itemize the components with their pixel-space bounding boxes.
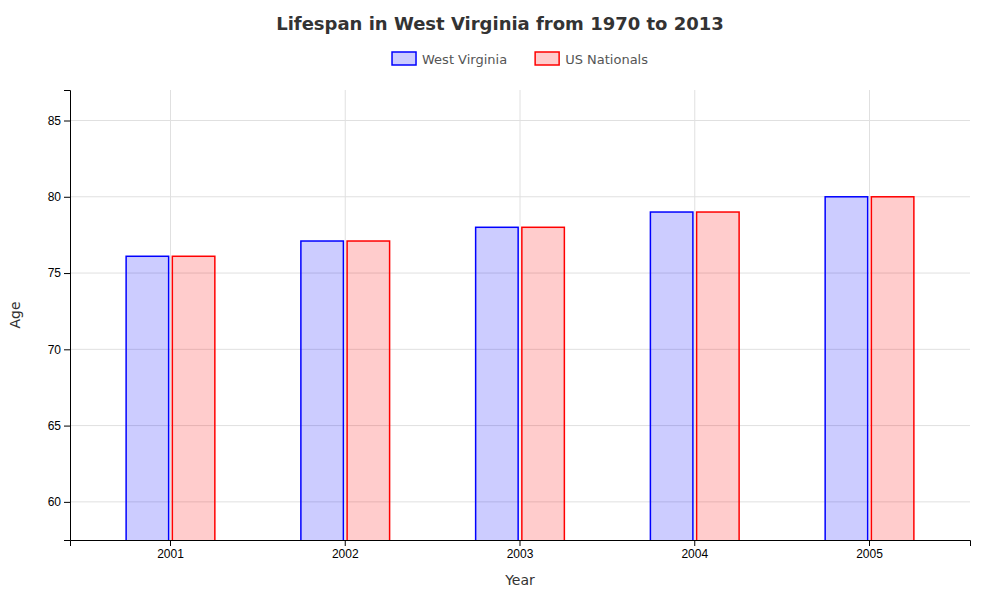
grid-line — [520, 90, 521, 540]
tick-mark — [694, 540, 695, 546]
bar — [825, 197, 868, 540]
title: Lifespan in West Virginia from 1970 to 2… — [276, 13, 724, 34]
bar — [172, 256, 215, 540]
grid-line — [694, 90, 695, 540]
legend-item: US Nationals — [535, 52, 648, 67]
y-axis: 60 65 70 75 80 85 — [48, 91, 71, 541]
bar — [126, 256, 169, 540]
tick: 70 — [48, 343, 70, 357]
series — [126, 197, 868, 540]
legend: West Virginia US Nationals — [392, 52, 648, 67]
tick: 75 — [48, 266, 70, 280]
tick-mark — [64, 273, 70, 274]
tick: 85 — [48, 114, 70, 128]
tick-mark — [64, 426, 70, 427]
tick-label: 65 — [48, 419, 62, 433]
tick: 65 — [48, 419, 70, 433]
x-axis: 2001 2002 2003 2004 2005 — [71, 540, 971, 561]
tick: 2003 — [507, 540, 534, 561]
grid-line — [869, 90, 870, 540]
tick-mark — [170, 540, 171, 546]
tick-label: 2002 — [332, 547, 359, 561]
tick: 2002 — [332, 540, 359, 561]
tick-label: 70 — [48, 343, 62, 357]
tick-label: 60 — [48, 495, 62, 509]
bar — [650, 212, 693, 540]
tick: 2004 — [681, 540, 708, 561]
legend-label: West Virginia — [422, 52, 507, 67]
bar — [871, 197, 914, 540]
tick-label: 75 — [48, 266, 62, 280]
bars — [126, 197, 914, 540]
tick-label: 2003 — [507, 547, 534, 561]
bar — [697, 212, 740, 540]
bar — [301, 241, 344, 540]
plot: 2001 2002 2003 2004 2005 60 65 70 75 80 85 — [48, 90, 971, 600]
series — [172, 197, 914, 540]
legend-swatch — [392, 52, 416, 65]
tick-mark — [869, 540, 870, 546]
tick: 2005 — [856, 540, 883, 561]
axis-line — [71, 541, 971, 547]
legend-item: West Virginia — [392, 52, 507, 67]
tick-label: 85 — [48, 114, 62, 128]
axis-line — [64, 91, 71, 541]
tick-mark — [64, 121, 70, 122]
tick-mark — [64, 502, 70, 503]
tick: 2001 — [157, 540, 184, 561]
grid-line — [170, 90, 171, 540]
bar — [522, 227, 565, 540]
tick-mark — [64, 197, 70, 198]
bar — [347, 241, 390, 540]
legend-swatch — [535, 52, 559, 65]
grid-line — [345, 90, 346, 540]
chart: 2001 2002 2003 2004 2005 60 65 70 75 80 85 Year Age L… — [0, 0, 1000, 600]
tick-label: 2004 — [681, 547, 708, 561]
tick-label: 2001 — [157, 547, 184, 561]
y-axis-title: Age — [7, 301, 23, 328]
x-axis-title: Year — [504, 572, 535, 588]
tick-mark — [64, 349, 70, 350]
tick: 60 — [48, 495, 70, 509]
tick-mark — [345, 540, 346, 546]
bar — [476, 227, 519, 540]
tick-label: 80 — [48, 190, 62, 204]
legend-label: US Nationals — [565, 52, 648, 67]
tick-mark — [520, 540, 521, 546]
tick-label: 2005 — [856, 547, 883, 561]
tick: 80 — [48, 190, 70, 204]
